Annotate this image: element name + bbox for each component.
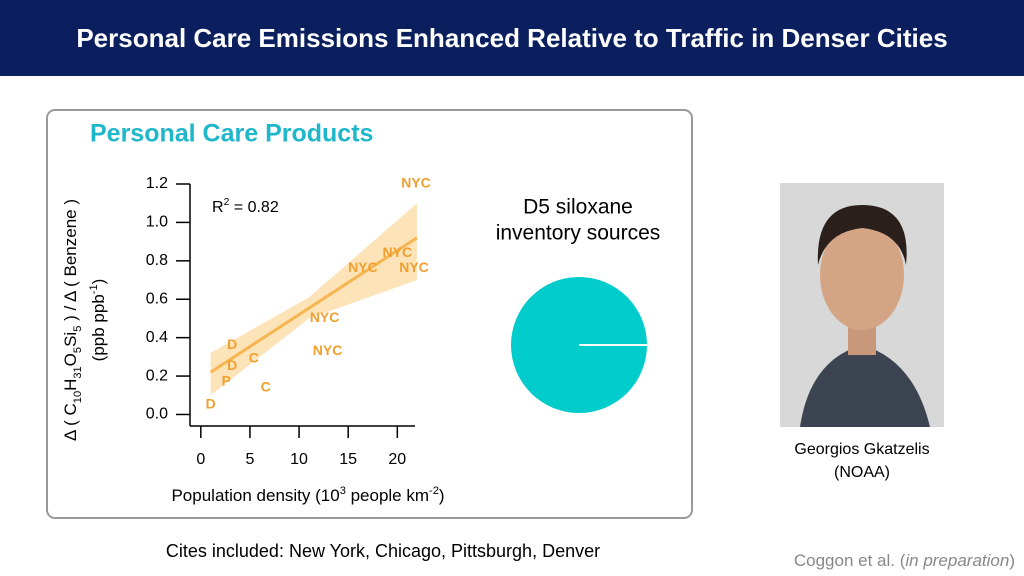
text-part: O [61,353,80,366]
data-point: NYC [348,259,378,275]
text-part: ) [439,486,445,505]
photo [780,183,944,427]
text-part: 2 [224,197,230,208]
data-point: C [261,378,271,394]
data-point: NYC [310,309,340,325]
text-part: 10 [72,391,84,403]
y-tick-label: 1.0 [146,214,168,231]
fit-line [209,236,418,374]
data-point: C [249,349,259,365]
header-bar [0,0,1024,76]
data-point: P [222,373,231,389]
y-tick-label: 1.2 [146,175,168,192]
y-tick-label: 0.2 [146,367,168,384]
text-part: -2 [429,485,439,497]
text-part: 5 [72,326,84,332]
text-part: ) [1009,551,1015,570]
text-part: Si [61,332,80,347]
data-point: NYC [383,244,413,260]
data-point: D [227,357,237,373]
y-axis-label: (ppb ppb-1) [88,279,109,362]
x-tick-label: 10 [290,451,308,468]
pie-title: inventory sources [496,222,661,245]
y-tick-label: 0.4 [146,329,168,346]
x-tick-label: 15 [339,451,357,468]
text-part: ) [89,279,108,285]
data-point: NYC [399,259,429,275]
y-tick-label: 0.6 [146,290,168,307]
text-part: -1 [88,284,100,294]
data-point: NYC [401,175,431,191]
y-tick-label: 0.8 [146,252,168,269]
x-tick-label: 20 [388,451,406,468]
text-part: H [61,379,80,391]
text-part: Population density (10 [171,486,339,505]
slide-title: Personal Care Emissions Enhanced Relativ… [76,23,947,53]
text-part: Coggon et al. ( [794,551,906,570]
x-axis-label: Population density (103 people km-2) [171,485,444,506]
text-part: Δ ( C [61,403,80,441]
pie-title: D5 siloxane [523,196,633,219]
text-part: R [212,199,224,216]
x-tick-label: 5 [245,451,254,468]
photo-caption: (NOAA) [834,464,890,481]
text-part: in preparation [905,551,1009,570]
y-axis-label: Δ ( C10H31O5Si5 ) / Δ ( Benzene ) [61,199,83,441]
text-part: = 0.82 [229,199,278,216]
text-part: people km [346,486,429,505]
confidence-band [210,203,417,396]
text-part: (ppb ppb [89,294,108,361]
data-point: NYC [313,342,343,358]
chart-panel [46,109,693,519]
footer-note: Cites included: New York, Chicago, Pitts… [166,541,600,561]
text-part: 31 [72,366,84,378]
citation: Coggon et al. (in preparation) [794,551,1015,570]
data-point: D [206,396,216,412]
chart-title: Personal Care Products [90,120,373,148]
photo-caption: Georgios Gkatzelis [794,441,929,458]
annotation: R2 = 0.82 [212,197,279,216]
text-part: 5 [72,347,84,353]
y-tick-label: 0.0 [146,406,168,423]
text-part: 3 [340,485,346,497]
text-part: ) / Δ ( Benzene ) [61,199,80,326]
data-point: D [227,336,237,352]
x-tick-label: 0 [196,451,205,468]
